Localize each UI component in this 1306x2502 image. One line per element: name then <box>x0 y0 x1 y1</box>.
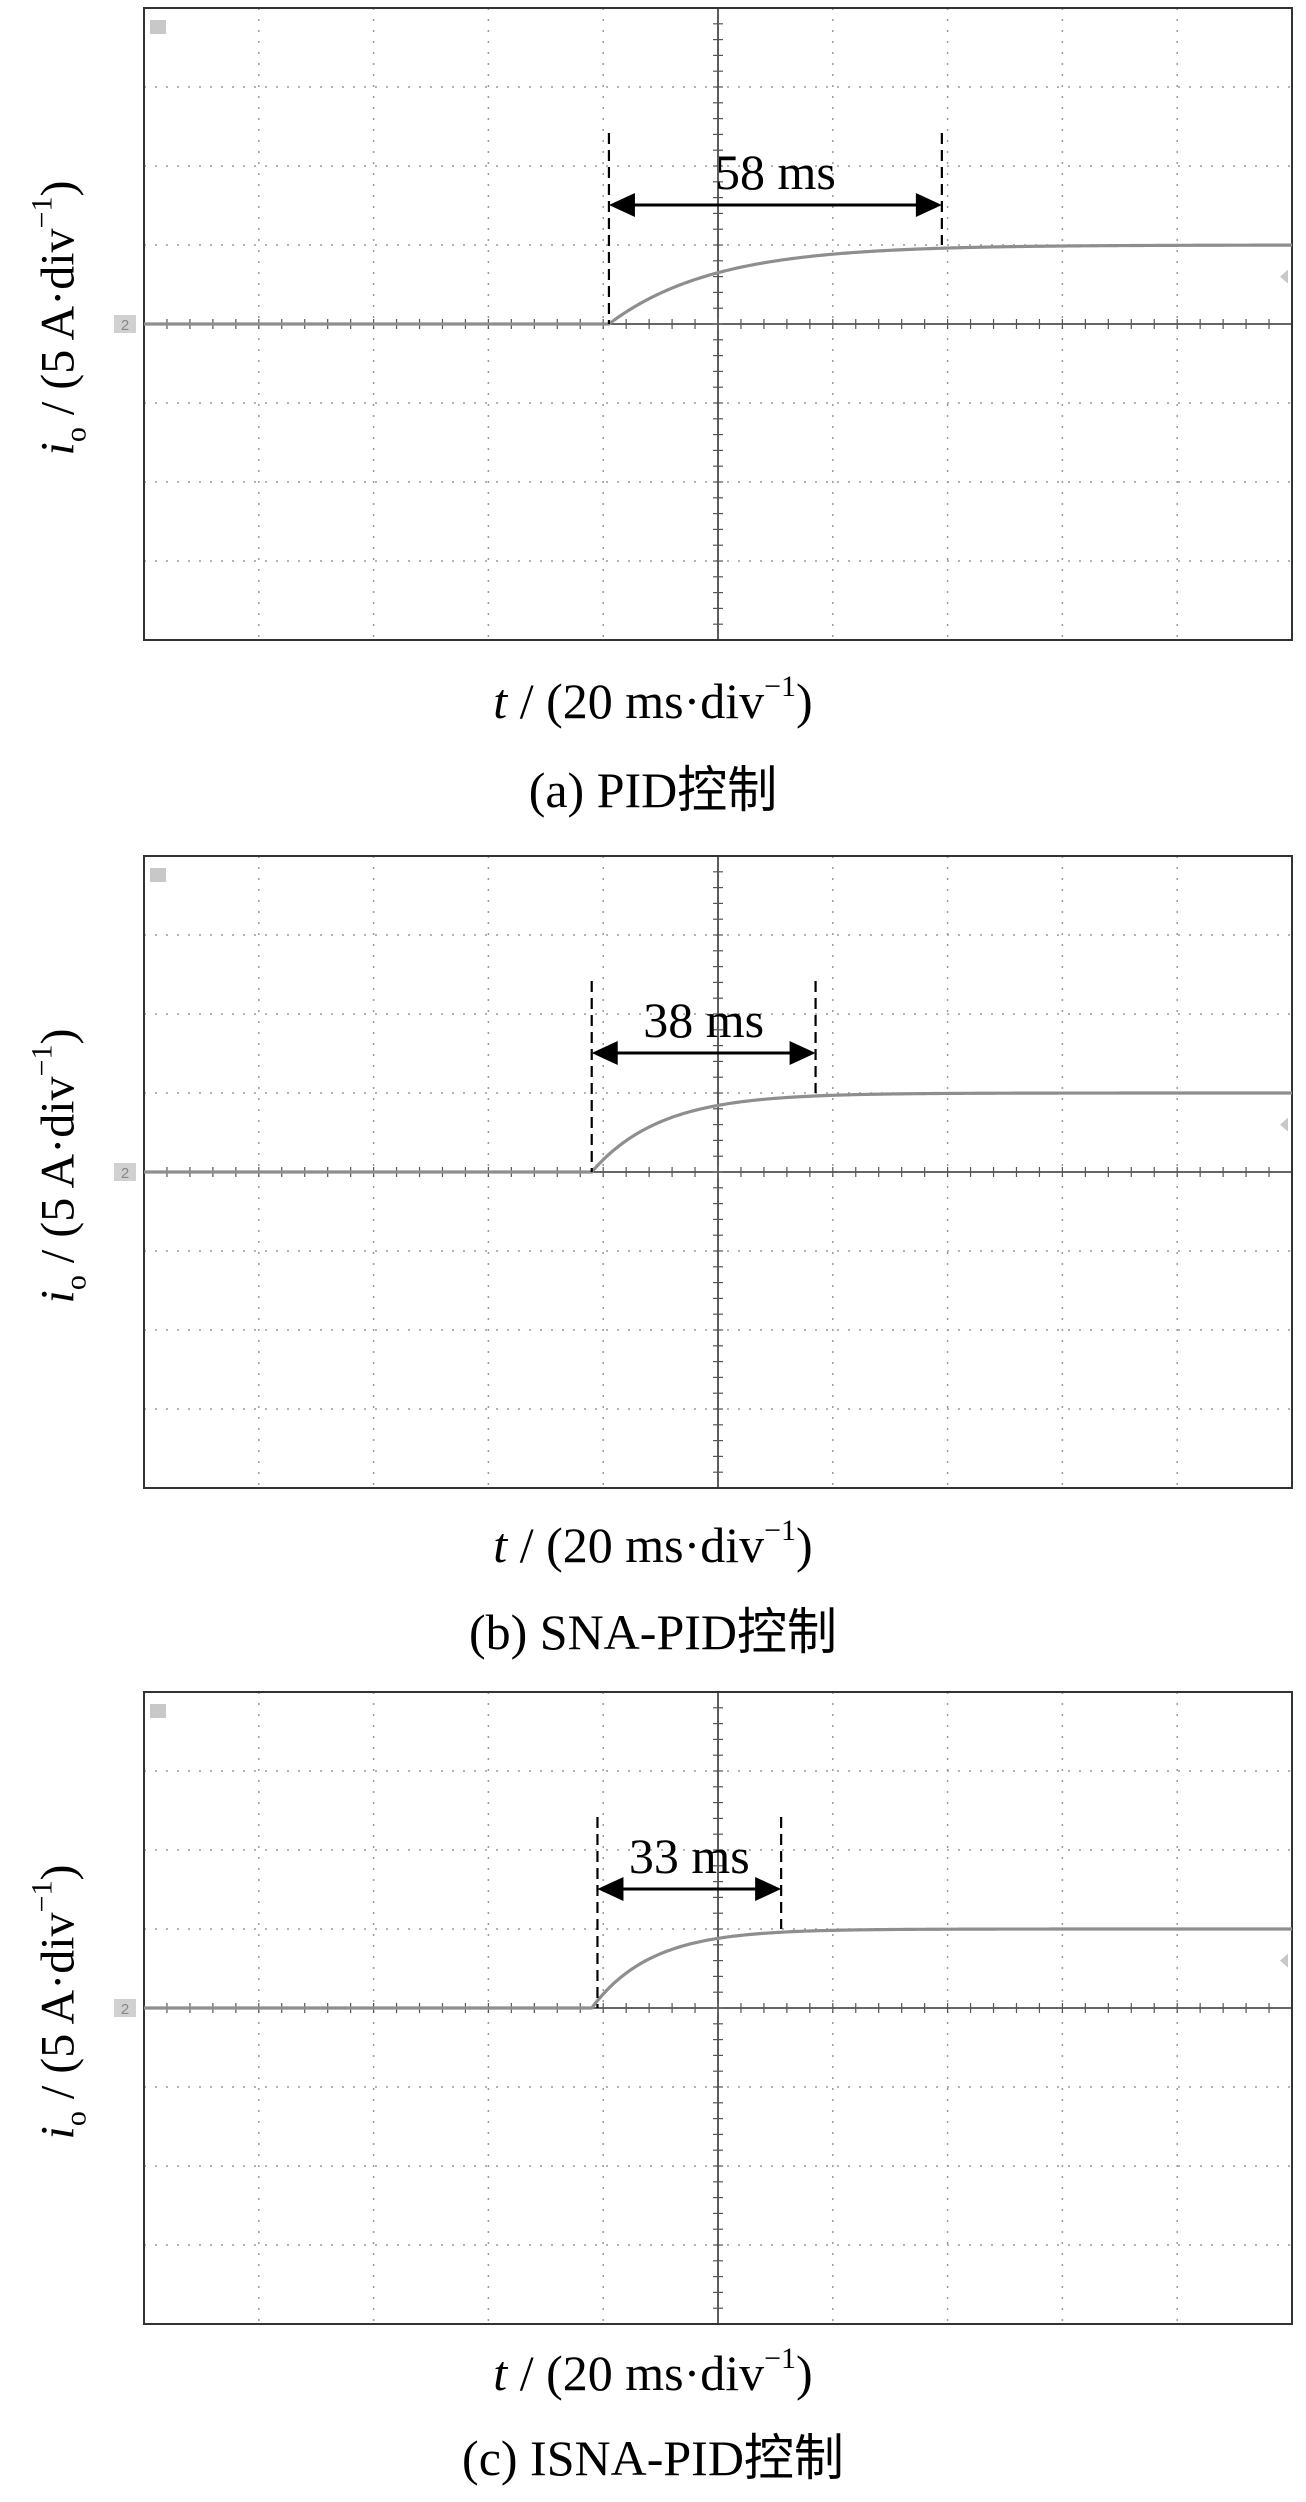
oscilloscope-plot-b: 2 38 ms <box>114 855 1293 1489</box>
y-axis-label-a: io / (5 A·div−1) <box>25 180 93 456</box>
chart-panel-c: 2 33 ms io / (5 A·div−1) t / (20 ms·div−1… <box>0 1684 1306 2502</box>
channel-marker-box <box>114 315 136 333</box>
current-waveform <box>144 1927 1292 2010</box>
oscilloscope-plot-c: 2 33 ms <box>114 1691 1293 2325</box>
annotation-arrow-head-right <box>789 1041 816 1065</box>
current-waveform <box>144 243 1292 326</box>
annotation-label: 58 ms <box>715 144 836 200</box>
caption-b: (b) SNA-PID控制 <box>468 1604 838 1660</box>
chart-panel-a: 2 58 ms io / (5 A·div−1) t / (20 ms·div−1… <box>0 0 1306 830</box>
y-axis-label-c: io / (5 A·div−1) <box>25 1864 93 2140</box>
y-axis-label-b: io / (5 A·div−1) <box>25 1028 93 1304</box>
annotation-arrow-head-left <box>591 1041 618 1065</box>
level-marker <box>1280 1117 1288 1132</box>
annotation-label: 33 ms <box>629 1828 750 1884</box>
x-axis-label-c: t / (20 ms·div−1) <box>493 2342 813 2402</box>
level-marker <box>1280 1953 1288 1968</box>
channel-marker-box <box>114 1999 136 2017</box>
level-marker <box>1280 269 1288 284</box>
trigger-marker <box>150 1704 166 1718</box>
annotation-arrow-head-left <box>597 1877 624 1901</box>
trigger-marker <box>150 868 166 882</box>
x-axis-label-b: t / (20 ms·div−1) <box>493 1514 813 1574</box>
channel-marker-label: 2 <box>121 2001 129 2018</box>
x-axis-label-a: t / (20 ms·div−1) <box>493 670 813 730</box>
annotation-arrow-head-right <box>915 193 942 217</box>
channel-marker-label: 2 <box>121 1165 129 1182</box>
channel-marker-box <box>114 1163 136 1181</box>
caption-c: (c) ISNA-PID控制 <box>462 2430 844 2486</box>
current-waveform <box>144 1091 1292 1174</box>
caption-a: (a) PID控制 <box>528 762 778 818</box>
annotation-arrow-head-right <box>755 1877 782 1901</box>
oscilloscope-plot-a: 2 58 ms <box>114 7 1293 641</box>
annotation-arrow-head-left <box>608 193 635 217</box>
trigger-marker <box>150 20 166 34</box>
annotation-label: 38 ms <box>643 992 764 1048</box>
chart-panel-b: 2 38 ms io / (5 A·div−1) t / (20 ms·div−1… <box>0 848 1306 1678</box>
channel-marker-label: 2 <box>121 317 129 334</box>
